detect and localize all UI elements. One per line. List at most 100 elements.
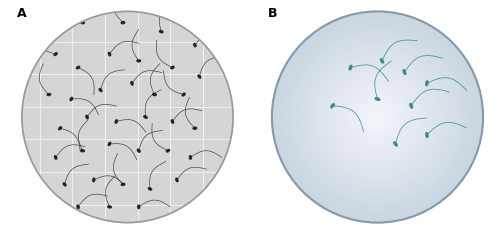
Circle shape: [300, 39, 456, 195]
Ellipse shape: [93, 178, 95, 182]
Circle shape: [281, 21, 474, 213]
Ellipse shape: [380, 59, 384, 63]
Circle shape: [370, 109, 386, 125]
Ellipse shape: [108, 206, 112, 208]
Ellipse shape: [81, 22, 84, 24]
Ellipse shape: [121, 183, 125, 185]
Circle shape: [343, 83, 412, 151]
Circle shape: [354, 93, 402, 141]
Ellipse shape: [54, 156, 56, 159]
Ellipse shape: [166, 150, 170, 152]
Ellipse shape: [99, 88, 102, 91]
Circle shape: [363, 102, 392, 132]
Circle shape: [346, 85, 409, 149]
Circle shape: [301, 40, 454, 194]
Circle shape: [288, 27, 467, 207]
Ellipse shape: [375, 98, 380, 100]
Circle shape: [324, 64, 430, 170]
Ellipse shape: [76, 66, 80, 69]
Ellipse shape: [58, 127, 61, 130]
Circle shape: [292, 31, 464, 203]
Ellipse shape: [138, 205, 140, 209]
Ellipse shape: [121, 22, 125, 24]
Circle shape: [272, 11, 483, 223]
Ellipse shape: [81, 150, 84, 152]
Circle shape: [338, 77, 417, 157]
Circle shape: [364, 104, 390, 130]
Ellipse shape: [63, 183, 66, 186]
Circle shape: [371, 110, 384, 124]
Ellipse shape: [193, 127, 196, 129]
Circle shape: [351, 91, 404, 143]
Ellipse shape: [426, 81, 428, 86]
Ellipse shape: [190, 156, 192, 159]
Ellipse shape: [172, 120, 173, 123]
Ellipse shape: [182, 93, 185, 96]
Circle shape: [336, 76, 418, 158]
Ellipse shape: [144, 116, 147, 118]
Circle shape: [332, 72, 422, 162]
Circle shape: [348, 88, 406, 146]
Circle shape: [347, 87, 408, 147]
Circle shape: [293, 33, 462, 201]
Circle shape: [344, 84, 410, 150]
Ellipse shape: [410, 103, 412, 108]
Circle shape: [314, 54, 441, 180]
Ellipse shape: [198, 75, 201, 78]
Ellipse shape: [331, 104, 334, 108]
Ellipse shape: [148, 188, 152, 190]
Circle shape: [290, 30, 465, 204]
Circle shape: [309, 48, 446, 186]
Ellipse shape: [115, 120, 117, 123]
Circle shape: [308, 47, 448, 187]
Ellipse shape: [194, 43, 196, 47]
Circle shape: [326, 66, 429, 168]
Circle shape: [297, 37, 458, 197]
Circle shape: [312, 51, 444, 183]
Ellipse shape: [426, 132, 428, 137]
Circle shape: [286, 26, 469, 208]
Circle shape: [350, 89, 405, 145]
Circle shape: [313, 52, 442, 182]
Ellipse shape: [349, 65, 352, 70]
Ellipse shape: [152, 94, 156, 95]
Circle shape: [376, 116, 379, 118]
Text: A: A: [18, 7, 27, 20]
Circle shape: [358, 97, 398, 137]
Circle shape: [366, 105, 390, 129]
Circle shape: [352, 92, 403, 142]
Ellipse shape: [394, 142, 398, 146]
Circle shape: [284, 23, 471, 211]
Circle shape: [318, 58, 437, 176]
Ellipse shape: [54, 53, 57, 55]
Circle shape: [316, 55, 440, 179]
Ellipse shape: [138, 149, 140, 152]
Ellipse shape: [108, 52, 110, 56]
Ellipse shape: [47, 94, 50, 95]
Circle shape: [277, 17, 478, 217]
Circle shape: [306, 46, 449, 188]
Text: B: B: [268, 7, 277, 20]
Circle shape: [356, 96, 399, 138]
Circle shape: [362, 101, 394, 133]
Ellipse shape: [160, 30, 163, 33]
Circle shape: [320, 59, 436, 175]
Circle shape: [339, 79, 416, 155]
Ellipse shape: [176, 178, 178, 182]
Circle shape: [374, 113, 382, 121]
Circle shape: [285, 25, 470, 209]
Circle shape: [276, 15, 479, 219]
Circle shape: [324, 63, 432, 171]
Circle shape: [330, 69, 425, 165]
Circle shape: [289, 29, 466, 205]
Circle shape: [367, 106, 388, 128]
Circle shape: [355, 95, 400, 139]
Circle shape: [332, 71, 424, 163]
Ellipse shape: [171, 66, 174, 69]
Ellipse shape: [108, 142, 111, 146]
Circle shape: [22, 11, 233, 223]
Circle shape: [342, 81, 413, 153]
Ellipse shape: [77, 205, 79, 208]
Circle shape: [278, 18, 476, 216]
Circle shape: [359, 99, 396, 135]
